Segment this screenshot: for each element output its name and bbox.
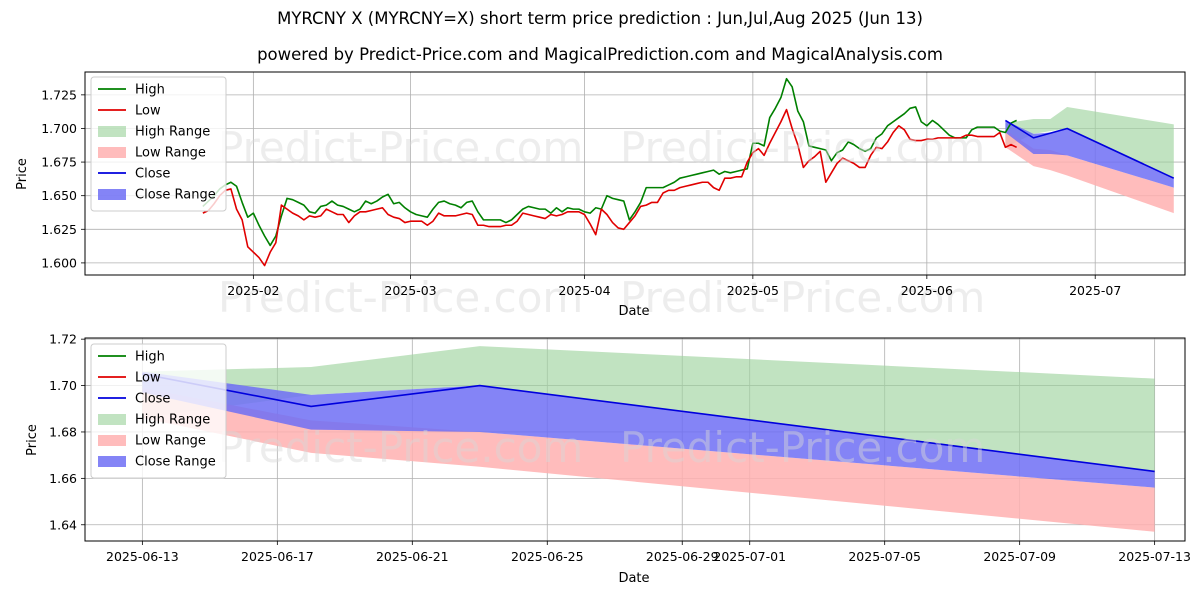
top-legend-swatch-high-range — [98, 126, 126, 137]
top-x-tick-label: 2025-06 — [901, 283, 953, 298]
top-legend-swatch-close-range — [98, 189, 126, 200]
bottom-x-tick-label: 2025-07-05 — [848, 549, 921, 564]
bottom-band-close-range — [142, 371, 1155, 488]
bottom-x-tick-label: 2025-06-13 — [106, 549, 179, 564]
watermark-top-left: Predict-Price.com — [218, 123, 583, 172]
bottom-band-low-range — [142, 387, 1155, 532]
chart-subtitle: powered by Predict-Price.com and Magical… — [257, 45, 943, 64]
bottom-legend-label-low: Low — [135, 371, 161, 386]
bottom-y-tick-label: 1.72 — [49, 332, 77, 347]
bottom-y-tick-label: 1.66 — [49, 471, 77, 486]
bottom-series-close — [142, 373, 1155, 473]
bottom-legend: High Low Close High Range Low Range Close Ran… — [90, 343, 227, 479]
bottom-x-axis-label: Date — [618, 571, 649, 586]
bottom-x-tick-label: 2025-07-13 — [1118, 549, 1191, 564]
watermark-bottom-left: Predict-Price.com — [218, 423, 583, 472]
bottom-legend-swatch-close-range — [98, 456, 126, 467]
bottom-legend-label-close: Close — [135, 392, 170, 407]
bottom-x-tick-label: 2025-07-09 — [983, 549, 1056, 564]
bottom-legend-label-high-range: High Range — [135, 413, 210, 428]
top-legend-label-close: Close — [135, 167, 170, 182]
bottom-lines — [142, 373, 1155, 473]
bottom-bands — [142, 346, 1155, 532]
bottom-chart: Predict-Price.com Predict-Price.com 2025… — [25, 332, 1191, 586]
top-grid — [85, 72, 1185, 275]
top-ticks: 2025-02 2025-03 2025-04 2025-05 2025-06 2025-… — [41, 87, 1121, 298]
chart-title: MYRCNY X (MYRCNY=X) short term price pre… — [277, 9, 923, 28]
top-series-low — [202, 108, 1017, 267]
top-plot-area — [85, 72, 1185, 275]
bottom-watermark: Predict-Price.com Predict-Price.com — [218, 423, 985, 472]
watermark-bottom-right: Predict-Price.com — [620, 423, 985, 472]
top-legend-label-close-range: Close Range — [135, 188, 216, 203]
top-legend-label-high: High — [135, 83, 165, 98]
top-legend-swatch-low-range — [98, 147, 126, 158]
top-band-close-range — [1005, 120, 1174, 188]
top-y-tick-label: 1.725 — [41, 87, 77, 102]
top-chart: Predict-Price.com Predict-Price.com Pred… — [15, 71, 1186, 322]
top-legend-label-high-range: High Range — [135, 125, 210, 140]
bottom-band-high-range — [142, 346, 1155, 472]
top-legend: High Low High Range Low Range Close Close Ran… — [90, 76, 227, 212]
bottom-plot-frame — [84, 337, 1186, 542]
bottom-x-tick-label: 2025-06-21 — [376, 549, 449, 564]
top-lines — [202, 77, 1175, 267]
watermark-middle-left: Predict-Price.com — [218, 273, 583, 322]
watermark-middle-right: Predict-Price.com — [620, 273, 985, 322]
bottom-x-tick-label: 2025-06-17 — [241, 549, 314, 564]
bottom-x-tick-label: 2025-06-29 — [646, 549, 719, 564]
bottom-y-axis-label: Price — [25, 424, 40, 456]
top-y-tick-label: 1.650 — [41, 188, 77, 203]
bottom-legend-label-high: High — [135, 350, 165, 365]
bottom-y-tick-label: 1.68 — [49, 424, 77, 439]
top-watermark: Predict-Price.com Predict-Price.com Pred… — [218, 123, 985, 322]
top-legend-label-low-range: Low Range — [135, 146, 206, 161]
top-x-axis-label: Date — [618, 304, 649, 319]
bottom-y-tick-label: 1.64 — [49, 517, 77, 532]
top-x-tick-label: 2025-02 — [227, 283, 279, 298]
top-bands — [1005, 106, 1174, 214]
top-y-tick-label: 1.600 — [41, 255, 77, 270]
top-y-axis-label: Price — [15, 158, 30, 190]
bottom-y-tick-label: 1.70 — [49, 378, 77, 393]
top-y-tick-label: 1.700 — [41, 121, 77, 136]
bottom-legend-label-low-range: Low Range — [135, 434, 206, 449]
bottom-x-tick-label: 2025-07-01 — [713, 549, 786, 564]
top-band-high-range — [1005, 106, 1174, 179]
bottom-legend-swatch-high-range — [98, 414, 126, 425]
bottom-legend-label-close-range: Close Range — [135, 455, 216, 470]
bottom-x-tick-label: 2025-06-25 — [511, 549, 584, 564]
top-x-tick-label: 2025-05 — [727, 283, 779, 298]
top-legend-label-low: Low — [135, 104, 161, 119]
top-x-tick-label: 2025-03 — [384, 283, 436, 298]
top-plot-frame — [84, 71, 1186, 276]
top-series-close — [1004, 119, 1175, 179]
top-x-tick-label: 2025-07 — [1069, 283, 1121, 298]
bottom-legend-swatch-low-range — [98, 435, 126, 446]
top-x-tick-label: 2025-04 — [558, 283, 610, 298]
watermark-top-right: Predict-Price.com — [620, 123, 985, 172]
top-y-tick-label: 1.675 — [41, 155, 77, 170]
top-y-tick-label: 1.625 — [41, 222, 77, 237]
bottom-ticks: 2025-06-13 2025-06-17 2025-06-21 2025-06-25… — [49, 332, 1191, 564]
top-series-high — [202, 77, 1017, 247]
